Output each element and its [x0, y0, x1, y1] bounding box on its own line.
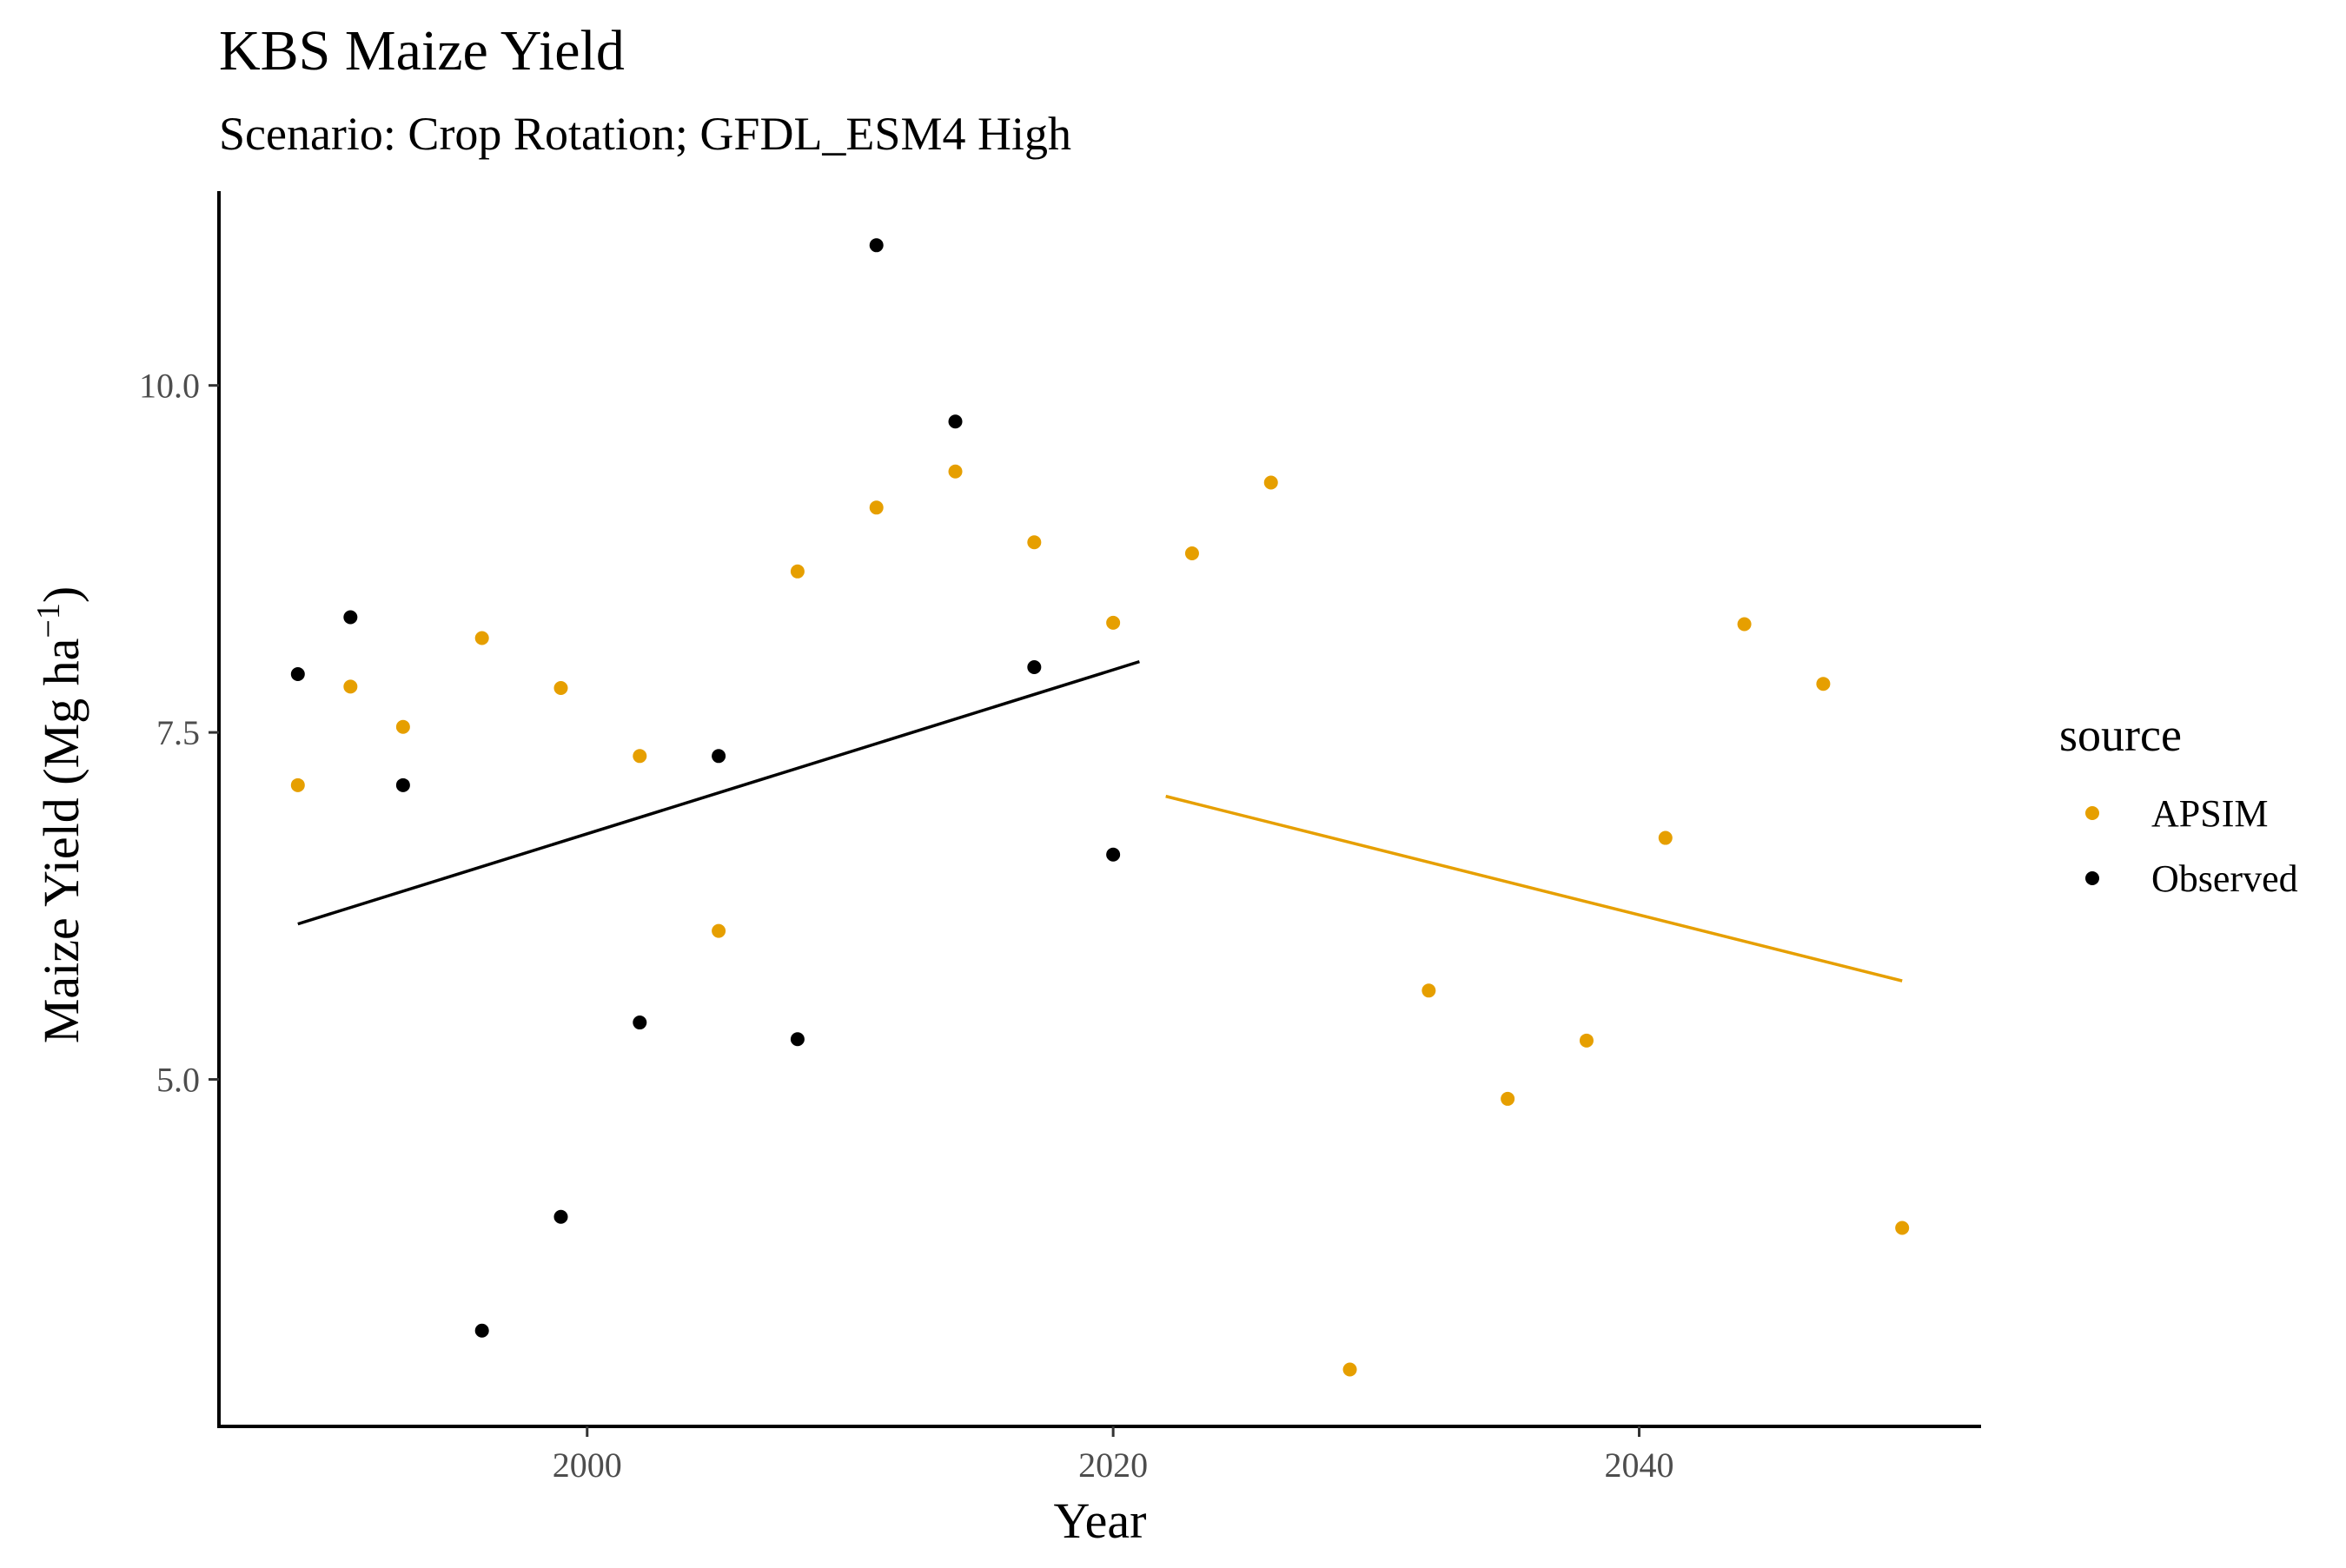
- apsim-point: [553, 680, 568, 695]
- observed-point: [948, 414, 963, 429]
- observed-point: [790, 1032, 805, 1047]
- y-axis-title-superscript: −1: [30, 603, 67, 638]
- apsim-point: [1501, 1091, 1515, 1106]
- apsim-point: [1816, 677, 1831, 691]
- apsim-point: [1342, 1362, 1357, 1377]
- apsim-point: [712, 923, 726, 938]
- x-tick-label: 2040: [1605, 1446, 1674, 1485]
- observed-point: [869, 238, 884, 253]
- apsim-point: [1106, 615, 1121, 630]
- observed-trend-line: [297, 659, 1140, 926]
- apsim-point: [1895, 1221, 1910, 1235]
- legend: source APSIM Observed: [2059, 709, 2298, 900]
- apsim-point: [343, 679, 358, 694]
- x-axis-ticks: 2000 2020 2040: [553, 1426, 1674, 1485]
- apsim-point: [1184, 546, 1199, 561]
- observed-point: [395, 777, 410, 792]
- y-axis-title-main: Maize Yield (Mg ha: [33, 638, 89, 1044]
- observed-point: [553, 1209, 568, 1224]
- y-axis-title-close: ): [33, 586, 89, 603]
- legend-key-observed: [2085, 871, 2099, 885]
- y-tick-label: 5.0: [156, 1061, 200, 1100]
- x-axis-title: Year: [1054, 1492, 1147, 1549]
- legend-label-observed: Observed: [2151, 857, 2298, 900]
- observed-point: [290, 667, 305, 682]
- apsim-point: [1027, 535, 1042, 550]
- apsim-point: [633, 749, 647, 764]
- apsim-point: [1579, 1033, 1594, 1048]
- apsim-point: [869, 500, 884, 515]
- apsim-point: [1737, 617, 1752, 632]
- apsim-point: [1422, 983, 1436, 998]
- apsim-point: [1658, 830, 1673, 845]
- apsim-point: [474, 631, 489, 645]
- apsim-point: [790, 564, 805, 579]
- observed-point: [343, 610, 358, 625]
- y-axis-ticks: 5.0 7.5 10.0: [139, 367, 219, 1100]
- apsim-point: [948, 464, 963, 479]
- legend-title: source: [2059, 709, 2182, 761]
- legend-label-apsim: APSIM: [2151, 792, 2269, 835]
- apsim-point: [290, 777, 305, 792]
- y-tick-label: 7.5: [156, 713, 200, 752]
- observed-point: [712, 749, 726, 764]
- observed-point: [1106, 847, 1121, 862]
- plot-area: [290, 238, 1910, 1377]
- apsim-point: [395, 719, 410, 734]
- observed-point: [633, 1016, 647, 1030]
- observed-point: [1027, 660, 1042, 675]
- observed-point: [474, 1323, 489, 1338]
- y-tick-label: 10.0: [139, 367, 200, 406]
- apsim-trend-line: [1165, 794, 1903, 982]
- apsim-point: [1263, 475, 1278, 490]
- chart-title: KBS Maize Yield: [219, 19, 625, 83]
- x-tick-label: 2020: [1078, 1446, 1148, 1485]
- chart-subtitle: Scenario: Crop Rotation; GFDL_ESM4 High: [219, 108, 1071, 160]
- x-tick-label: 2000: [553, 1446, 622, 1485]
- legend-key-apsim: [2085, 806, 2099, 820]
- y-axis-title: Maize Yield (Mg ha−1): [30, 586, 89, 1043]
